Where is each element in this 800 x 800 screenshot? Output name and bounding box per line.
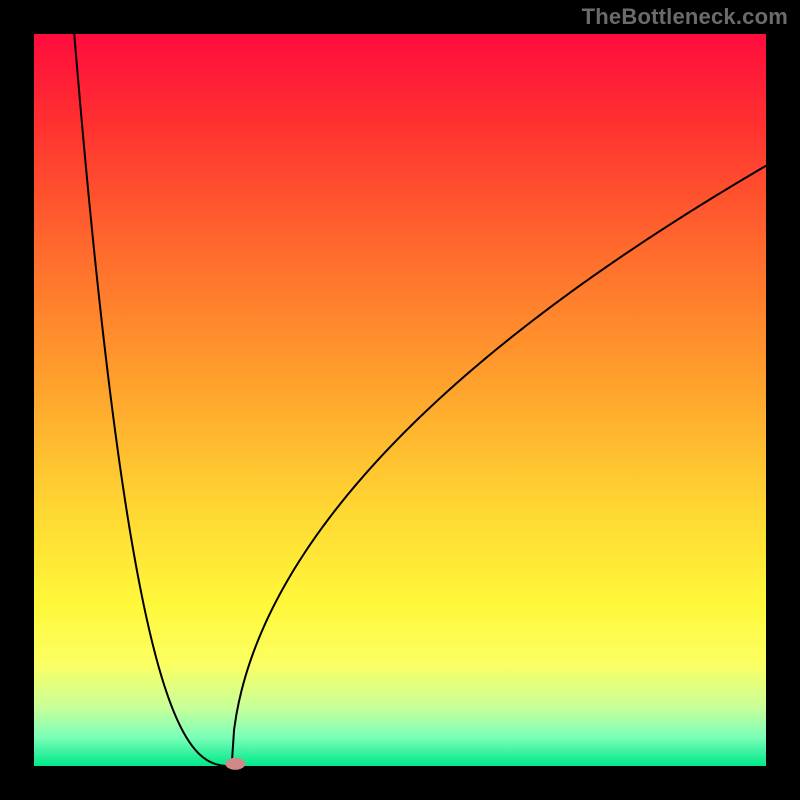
chart-container: TheBottleneck.com	[0, 0, 800, 800]
minimum-marker	[225, 758, 245, 770]
watermark-text: TheBottleneck.com	[582, 4, 788, 30]
plot-background-gradient	[34, 34, 766, 766]
bottleneck-chart	[0, 0, 800, 800]
